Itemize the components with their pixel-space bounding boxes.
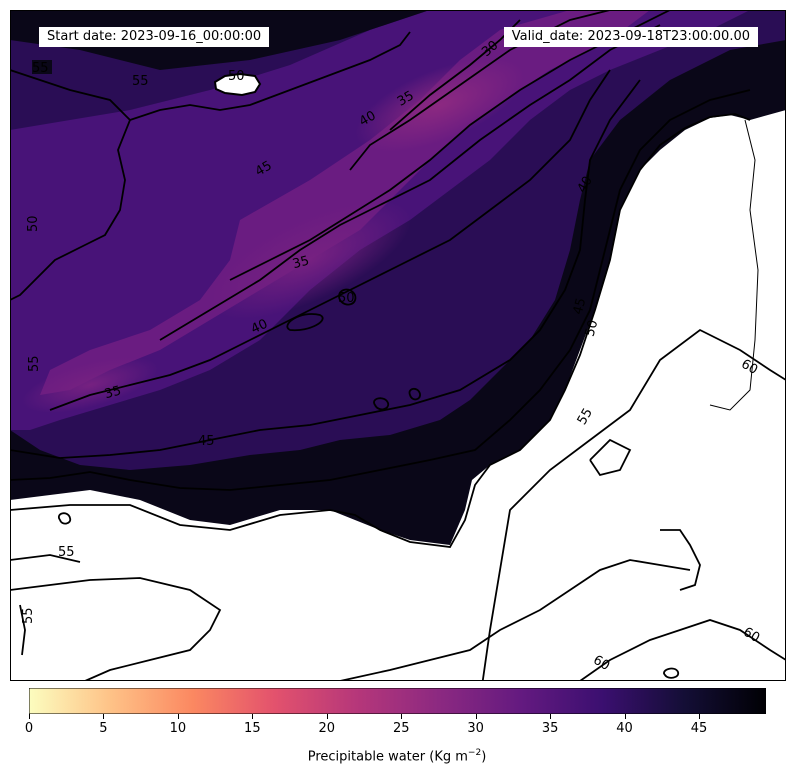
contour-label: 45 — [198, 434, 215, 449]
contour-label: 50 — [228, 69, 245, 84]
colorbar-tick-label: 40 — [616, 721, 633, 736]
sea-field-35 — [40, 10, 650, 395]
moisture-core-west — [22, 357, 158, 413]
island-north — [213, 72, 262, 97]
colorbar-label: Precipitable water (Kg m−2) — [0, 748, 794, 764]
start-date-label: Start date: 2023-09-16_00:00:00 — [39, 27, 270, 47]
colorbar-tick-label: 20 — [318, 721, 336, 736]
moisture-core-central — [208, 201, 412, 319]
colorbar-tick — [550, 714, 552, 719]
contour-label: 50 — [338, 291, 355, 306]
colorbar-tick-label: 35 — [541, 721, 559, 736]
contour-label: 35 — [395, 88, 417, 109]
colorbar — [29, 688, 766, 714]
colorbar-tick-label: 30 — [467, 721, 484, 736]
colorbar-tick — [29, 714, 30, 719]
colorbar-tick — [252, 714, 254, 719]
contour-label: 60 — [590, 653, 612, 674]
colorbar-label-close: ) — [481, 749, 487, 765]
colorbar-label-text: Precipitable water (Kg m — [307, 749, 468, 765]
contour-labels: 55 55 50 30 35 40 45 35 40 35 45 40 45 5… — [21, 38, 762, 674]
contour-label: 55 — [32, 61, 49, 76]
colorbar-tick — [177, 714, 179, 719]
colorbar-tick-label: 10 — [169, 721, 187, 736]
colorbar-gradient — [29, 688, 766, 714]
contour-label: 50 — [26, 215, 41, 232]
contour-label: 60 — [738, 357, 760, 378]
colorbar-tick-label: 0 — [24, 721, 34, 736]
contour-label: 55 — [27, 355, 42, 372]
contour-label: 40 — [575, 174, 596, 196]
map-panel: 55 55 50 30 35 40 45 35 40 35 45 40 45 5… — [10, 10, 786, 681]
contour-label: 50 — [583, 318, 602, 338]
map-border — [10, 10, 786, 681]
colorbar-tick — [475, 714, 477, 719]
contour-lines — [10, 10, 786, 681]
colorbar-tick-label: 25 — [392, 721, 410, 736]
colorbar-tick — [326, 714, 328, 719]
contour-label: 40 — [249, 317, 270, 338]
border-line — [709, 119, 759, 411]
contour-label: 55 — [575, 406, 596, 428]
contour-label: 55 — [21, 607, 36, 624]
contour-label: 40 — [357, 108, 379, 129]
colorbar-tick-label: 45 — [690, 721, 708, 736]
colorbar-tick — [401, 714, 403, 719]
contour-label: 35 — [103, 383, 123, 402]
colorbar-tick — [103, 714, 105, 719]
contour-label: 55 — [132, 74, 149, 89]
contour-label: 45 — [571, 296, 590, 316]
contour-label: 35 — [291, 253, 311, 272]
colorbar-tick-label: 15 — [244, 721, 261, 736]
precipitable-water-map: 55 55 50 30 35 40 45 35 40 35 45 40 45 5… — [10, 10, 786, 681]
contour-label: 45 — [253, 158, 275, 179]
colorbar-tick — [624, 714, 626, 719]
colorbar-tick-label: 5 — [99, 721, 108, 736]
valid-date-label: Valid_date: 2023-09-18T23:00:00.00 — [503, 27, 758, 47]
contour-label: 55 — [58, 545, 75, 560]
colorbar-tick — [699, 714, 700, 719]
colorbar-label-exponent: −2 — [467, 748, 482, 758]
contour-label: 60 — [740, 625, 762, 646]
